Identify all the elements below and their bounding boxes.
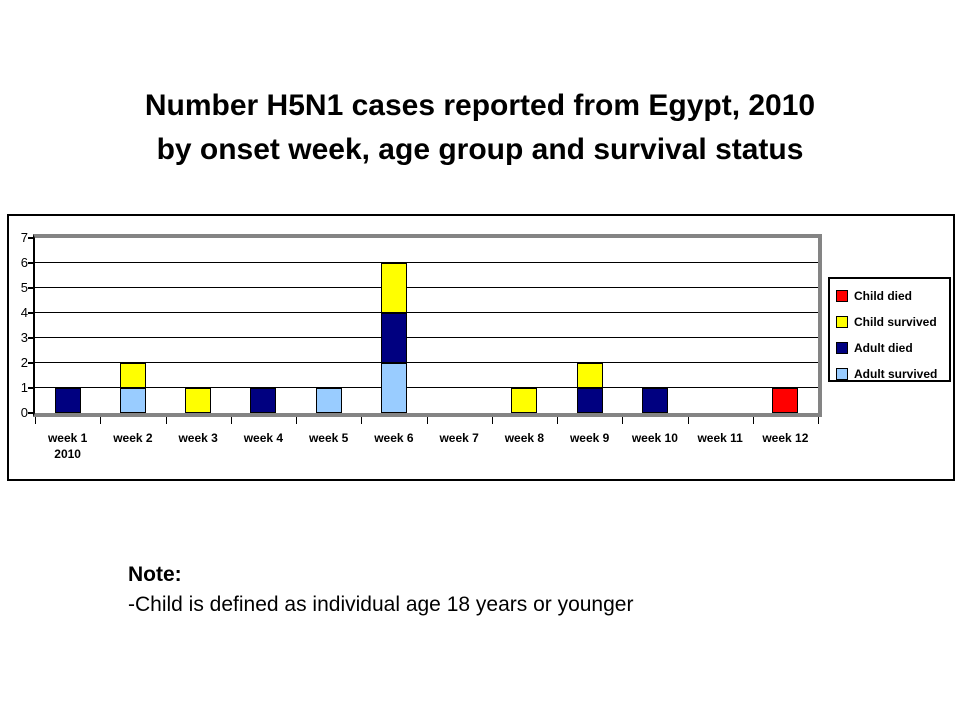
- x-axis-category-text: week 7: [439, 431, 479, 445]
- x-axis-category-text: week 3: [178, 431, 218, 445]
- x-axis-category-label: week 8: [492, 430, 557, 446]
- x-axis-category-label: week 6: [361, 430, 426, 446]
- x-axis-category-text: week 1: [47, 431, 88, 445]
- bar-segment-adult-died: [250, 388, 277, 413]
- y-axis-tick-label: 6: [20, 255, 28, 270]
- x-axis-category-text: week 11: [697, 431, 743, 445]
- x-axis-category-text: week 8: [504, 431, 545, 445]
- gridline: [35, 312, 818, 313]
- x-axis-tick-mark: [818, 417, 819, 424]
- bar-segment-child-survived: [380, 263, 407, 313]
- y-axis-tick-label: 4: [20, 305, 28, 320]
- chart-title: Number H5N1 cases reported from Egypt, 2…: [0, 84, 960, 172]
- legend-swatch: [836, 316, 848, 328]
- y-axis-tick-label: 5: [20, 280, 28, 295]
- x-axis-category-text: week 9: [569, 431, 610, 445]
- x-axis-tick-mark: [752, 417, 754, 424]
- y-axis-tick-label: 0: [20, 405, 28, 420]
- bar-segment-adult-survived: [315, 388, 342, 413]
- chart-title-line1: Number H5N1 cases reported from Egypt, 2…: [144, 89, 816, 122]
- x-axis-category-text: week 5: [308, 431, 349, 445]
- legend-entry: Adult died: [836, 335, 949, 361]
- gridline: [35, 287, 818, 288]
- y-axis-tick-label: 7: [20, 230, 28, 245]
- x-axis-tick-mark: [165, 417, 167, 424]
- x-axis-year-label: 2010: [54, 447, 81, 461]
- x-axis-category-label: week 3: [166, 430, 231, 446]
- bar-segment-adult-survived: [119, 388, 146, 413]
- legend-label: Adult died: [854, 341, 913, 355]
- chart-frame: Child died Child survived Adult died Adult …: [7, 214, 955, 481]
- x-axis-category-text: week 10: [631, 431, 678, 445]
- x-axis-category-label: week 10: [622, 430, 687, 446]
- x-axis-tick-mark: [491, 417, 493, 424]
- legend-swatch: [836, 368, 848, 380]
- x-axis-category-label: week 4: [231, 430, 296, 446]
- gridline: [35, 337, 818, 338]
- x-axis-category-label: week 9: [557, 430, 622, 446]
- y-axis-tick-mark: [28, 262, 34, 264]
- y-axis-tick-mark: [28, 287, 34, 289]
- bar-segment-child-survived: [185, 388, 212, 413]
- legend-entry: Child survived: [836, 309, 949, 335]
- x-axis-tick-mark: [426, 417, 428, 424]
- x-axis-tick-mark: [687, 417, 689, 424]
- y-axis-tick-mark: [28, 337, 34, 339]
- plot-area: [33, 234, 822, 417]
- y-axis-tick-mark: [28, 362, 34, 364]
- note: Note: -Child is defined as individual ag…: [128, 560, 633, 620]
- legend-entry: Adult survived: [836, 361, 949, 387]
- bar-segment-adult-died: [641, 388, 668, 413]
- note-heading: Note:: [128, 563, 182, 586]
- x-axis-category-text: week 4: [243, 431, 284, 445]
- x-axis-tick-mark: [35, 417, 36, 424]
- bar-segment-child-survived: [576, 363, 603, 388]
- bar-segment-adult-died: [380, 313, 407, 363]
- y-axis-tick-mark: [28, 312, 34, 314]
- gridline: [35, 387, 818, 388]
- x-axis-category-text: week 2: [113, 431, 153, 445]
- x-axis-tick-mark: [296, 417, 297, 424]
- y-axis-tick-label: 1: [20, 380, 28, 395]
- bar-segment-child-survived: [511, 388, 538, 413]
- x-axis-category-label: week 5: [296, 430, 361, 446]
- bar-segment-child-survived: [119, 363, 146, 388]
- legend-label: Child survived: [854, 315, 937, 329]
- x-axis-category-text: week 12: [762, 431, 809, 445]
- legend-entry: Child died: [836, 283, 949, 309]
- legend: Child died Child survived Adult died Adult …: [828, 277, 951, 382]
- bar-segment-adult-died: [54, 388, 81, 413]
- x-axis-category-label: week 12: [753, 430, 818, 446]
- x-axis-category-label: week 11: [688, 430, 753, 446]
- x-axis-tick-mark: [100, 417, 102, 424]
- gridline: [35, 362, 818, 363]
- legend-swatch: [836, 342, 848, 354]
- legend-swatch: [836, 290, 848, 302]
- bar-segment-adult-survived: [380, 363, 407, 413]
- x-axis-tick-mark: [230, 417, 232, 424]
- note-body: -Child is defined as individual age 18 y…: [128, 593, 634, 616]
- y-axis-tick-mark: [28, 412, 34, 414]
- y-axis-tick-mark: [28, 387, 34, 389]
- gridline: [35, 262, 818, 263]
- y-axis-tick-mark: [28, 237, 34, 239]
- x-axis-category-label: week 1 2010: [35, 430, 100, 462]
- x-axis-tick-mark: [557, 417, 558, 424]
- x-axis-tick-mark: [361, 417, 363, 424]
- chart-title-line2: by onset week, age group and survival st…: [156, 133, 804, 166]
- y-axis-tick-label: 3: [20, 330, 28, 345]
- y-axis-tick-label: 2: [20, 355, 28, 370]
- x-axis-category-text: week 6: [374, 431, 414, 445]
- legend-label: Child died: [854, 289, 912, 303]
- bar-segment-adult-died: [576, 388, 603, 413]
- x-axis-tick-mark: [622, 417, 624, 424]
- x-axis-category-label: week 7: [427, 430, 492, 446]
- bar-segment-child-died: [772, 388, 799, 413]
- x-axis-category-label: week 2: [100, 430, 165, 446]
- legend-label: Adult survived: [854, 367, 938, 381]
